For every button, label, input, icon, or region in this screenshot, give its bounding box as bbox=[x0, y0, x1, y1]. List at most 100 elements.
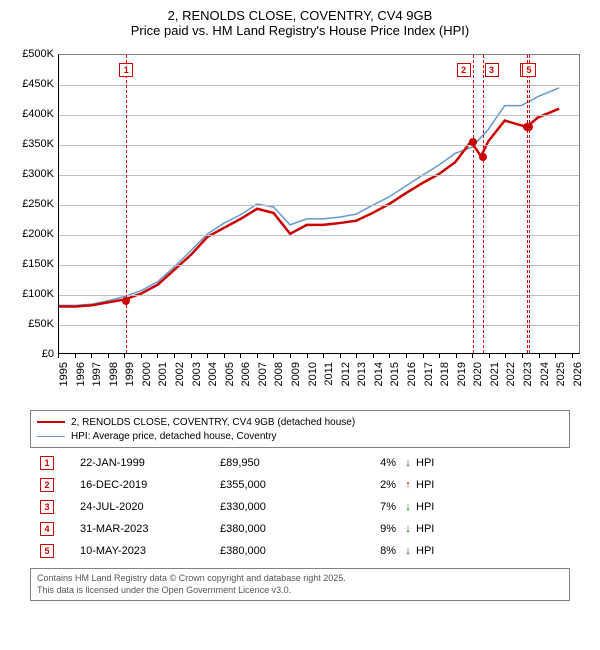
sale-marker-dot bbox=[122, 297, 130, 305]
sale-marker-num: 1 bbox=[40, 456, 54, 470]
sale-date: 22-JAN-1999 bbox=[80, 457, 220, 469]
x-tick bbox=[157, 354, 158, 358]
sale-row: 122-JAN-1999£89,9504%↓HPI bbox=[30, 452, 570, 474]
x-tick-label: 2019 bbox=[456, 362, 468, 402]
sale-hpi-label: HPI bbox=[416, 545, 456, 557]
sale-date: 10-MAY-2023 bbox=[80, 545, 220, 557]
x-tick-label: 2022 bbox=[505, 362, 517, 402]
sale-pct: 4% bbox=[340, 457, 400, 469]
x-tick bbox=[91, 354, 92, 358]
x-tick-label: 2010 bbox=[307, 362, 319, 402]
x-tick bbox=[572, 354, 573, 358]
x-tick-label: 2005 bbox=[224, 362, 236, 402]
x-tick bbox=[323, 354, 324, 358]
y-tick-label: £300K bbox=[10, 168, 54, 180]
footer-line1: Contains HM Land Registry data © Crown c… bbox=[37, 573, 563, 585]
x-tick bbox=[273, 354, 274, 358]
sale-row: 216-DEC-2019£355,0002%↑HPI bbox=[30, 474, 570, 496]
sale-arrow-icon: ↓ bbox=[400, 501, 416, 513]
x-tick bbox=[124, 354, 125, 358]
sale-marker-num: 3 bbox=[40, 500, 54, 514]
sale-marker-box: 1 bbox=[119, 63, 133, 77]
x-tick-label: 1995 bbox=[58, 362, 70, 402]
x-tick bbox=[456, 354, 457, 358]
x-tick-label: 2001 bbox=[157, 362, 169, 402]
x-tick-label: 2016 bbox=[406, 362, 418, 402]
plot-region: 12345 bbox=[58, 54, 580, 354]
x-tick-label: 2014 bbox=[373, 362, 385, 402]
sale-pct: 9% bbox=[340, 523, 400, 535]
legend-swatch bbox=[37, 436, 65, 437]
gridline-h bbox=[59, 205, 579, 206]
sale-marker-dot bbox=[469, 138, 477, 146]
legend-swatch bbox=[37, 421, 65, 423]
x-tick bbox=[555, 354, 556, 358]
x-tick-label: 2004 bbox=[207, 362, 219, 402]
x-tick-label: 2009 bbox=[290, 362, 302, 402]
x-tick-label: 2023 bbox=[522, 362, 534, 402]
x-tick bbox=[423, 354, 424, 358]
y-tick-label: £150K bbox=[10, 258, 54, 270]
sale-marker-cell: 5 bbox=[30, 544, 80, 558]
sale-pct: 8% bbox=[340, 545, 400, 557]
footer-line2: This data is licensed under the Open Gov… bbox=[37, 585, 563, 597]
sale-marker-num: 5 bbox=[40, 544, 54, 558]
sale-marker-dot bbox=[479, 153, 487, 161]
legend: 2, RENOLDS CLOSE, COVENTRY, CV4 9GB (det… bbox=[30, 410, 570, 448]
sale-marker-cell: 1 bbox=[30, 456, 80, 470]
sale-marker-cell: 3 bbox=[30, 500, 80, 514]
x-tick bbox=[174, 354, 175, 358]
x-tick-label: 2020 bbox=[472, 362, 484, 402]
x-tick-label: 2026 bbox=[572, 362, 584, 402]
chart-area: 12345 £0£50K£100K£150K£200K£250K£300K£35… bbox=[10, 44, 590, 404]
sale-hpi-label: HPI bbox=[416, 479, 456, 491]
series-line bbox=[59, 88, 559, 306]
y-tick-label: £250K bbox=[10, 198, 54, 210]
gridline-h bbox=[59, 295, 579, 296]
sale-hpi-label: HPI bbox=[416, 523, 456, 535]
sale-date: 16-DEC-2019 bbox=[80, 479, 220, 491]
gridline-h bbox=[59, 235, 579, 236]
gridline-h bbox=[59, 145, 579, 146]
x-tick bbox=[340, 354, 341, 358]
x-tick bbox=[472, 354, 473, 358]
x-tick bbox=[191, 354, 192, 358]
y-tick-label: £200K bbox=[10, 228, 54, 240]
x-tick bbox=[141, 354, 142, 358]
x-tick bbox=[224, 354, 225, 358]
sale-date: 31-MAR-2023 bbox=[80, 523, 220, 535]
sale-vline bbox=[126, 55, 127, 353]
x-tick-label: 1996 bbox=[75, 362, 87, 402]
x-tick-label: 1999 bbox=[124, 362, 136, 402]
x-tick bbox=[108, 354, 109, 358]
x-tick bbox=[290, 354, 291, 358]
x-tick bbox=[240, 354, 241, 358]
x-tick-label: 2012 bbox=[340, 362, 352, 402]
sale-price: £89,950 bbox=[220, 457, 340, 469]
sale-row: 431-MAR-2023£380,0009%↓HPI bbox=[30, 518, 570, 540]
x-tick bbox=[207, 354, 208, 358]
sale-marker-cell: 2 bbox=[30, 478, 80, 492]
title-address: 2, RENOLDS CLOSE, COVENTRY, CV4 9GB bbox=[4, 8, 596, 23]
y-tick-label: £50K bbox=[10, 318, 54, 330]
sale-marker-dot bbox=[525, 123, 533, 131]
x-tick-label: 2021 bbox=[489, 362, 501, 402]
sale-row: 510-MAY-2023£380,0008%↓HPI bbox=[30, 540, 570, 562]
x-tick bbox=[539, 354, 540, 358]
gridline-h bbox=[59, 265, 579, 266]
x-tick bbox=[373, 354, 374, 358]
sale-price: £380,000 bbox=[220, 523, 340, 535]
sale-marker-box: 5 bbox=[522, 63, 536, 77]
sale-price: £355,000 bbox=[220, 479, 340, 491]
sale-arrow-icon: ↓ bbox=[400, 457, 416, 469]
x-tick bbox=[356, 354, 357, 358]
sale-pct: 7% bbox=[340, 501, 400, 513]
gridline-h bbox=[59, 85, 579, 86]
x-tick-label: 2000 bbox=[141, 362, 153, 402]
x-tick-label: 2011 bbox=[323, 362, 335, 402]
sale-vline bbox=[483, 55, 484, 353]
legend-row: 2, RENOLDS CLOSE, COVENTRY, CV4 9GB (det… bbox=[37, 415, 563, 429]
sale-arrow-icon: ↓ bbox=[400, 523, 416, 535]
gridline-h bbox=[59, 115, 579, 116]
x-tick-label: 2008 bbox=[273, 362, 285, 402]
